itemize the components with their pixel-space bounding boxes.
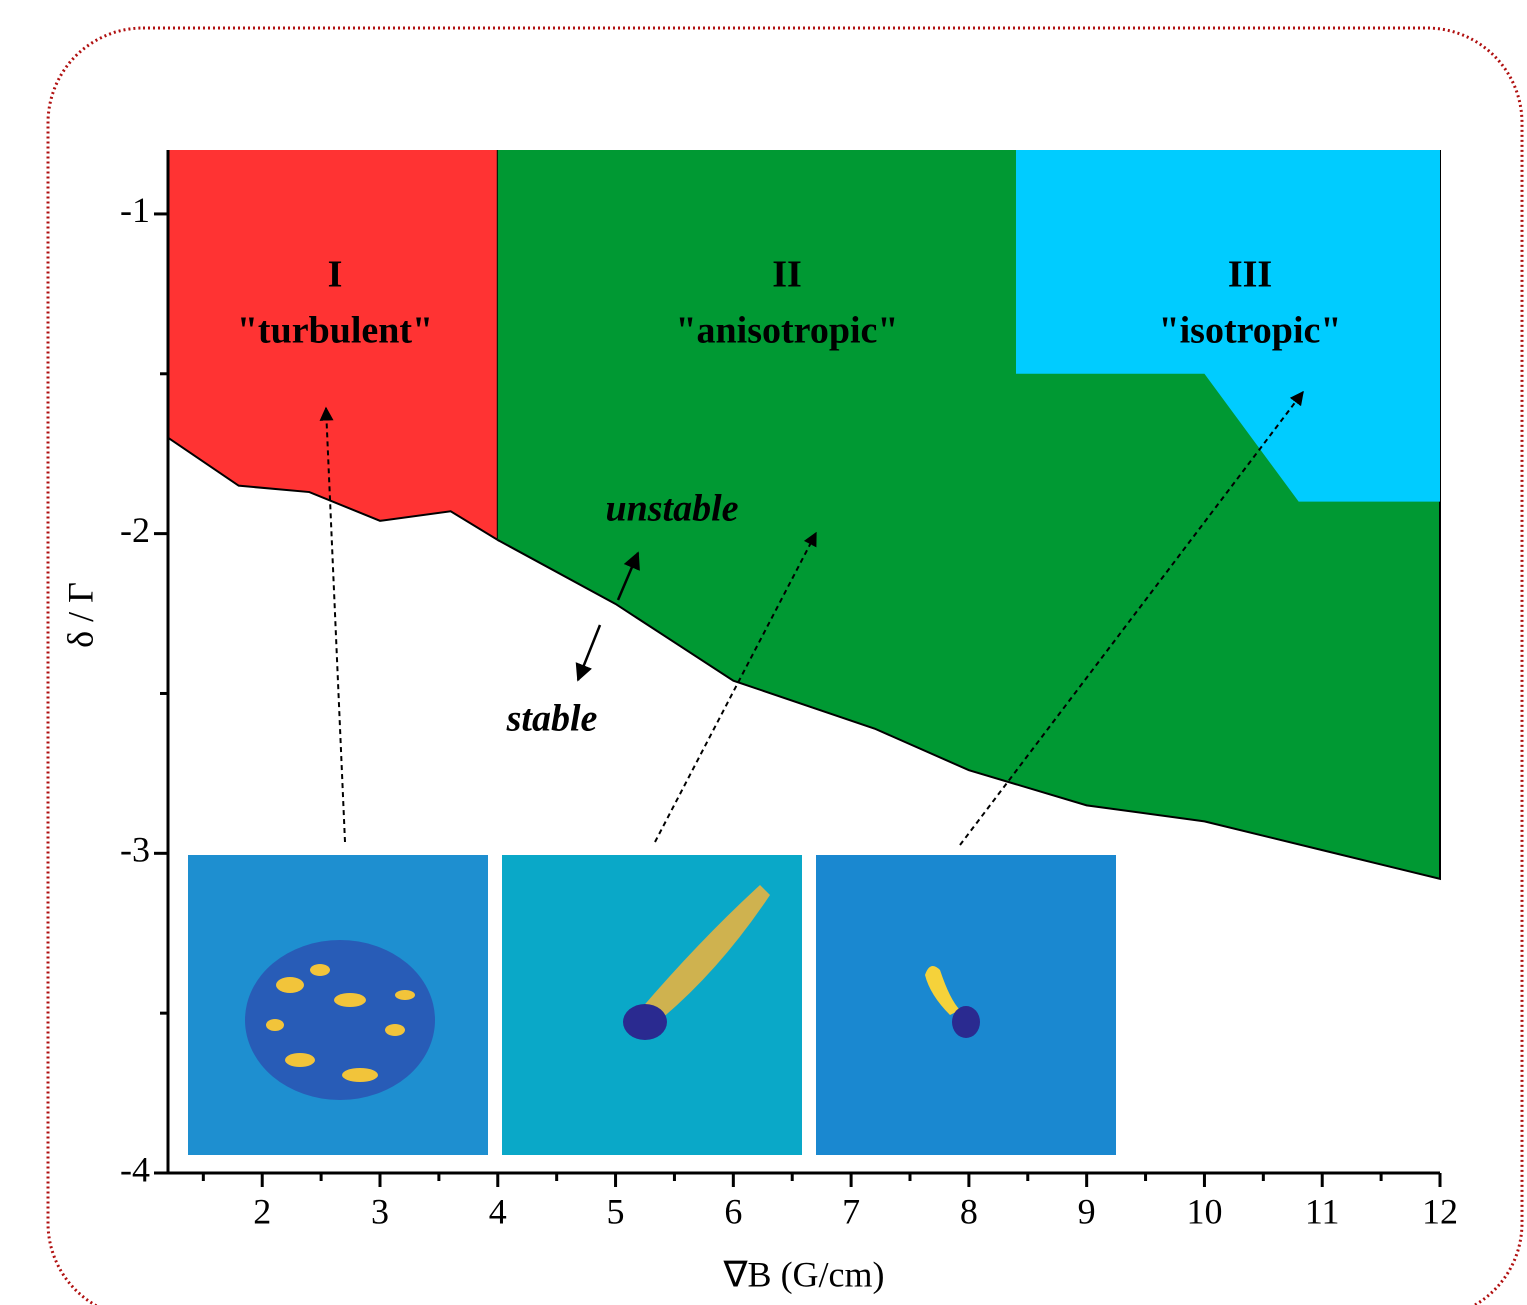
inset-blob [952,1006,980,1038]
region-description: "turbulent" [237,310,433,352]
region-label: III [1228,254,1272,296]
x-tick-label: 10 [1186,1191,1222,1231]
x-tick-label: 9 [1078,1191,1096,1231]
inset [816,855,1116,1155]
x-tick-label: 2 [253,1191,271,1231]
x-tick-label: 8 [960,1191,978,1231]
x-tick-label: 6 [724,1191,742,1231]
y-tick-label: -1 [120,190,150,230]
inset-blob [623,1004,667,1040]
chart: unstable stable ∇B (G/cm) δ / Γ I "turbul… [0,0,1527,1305]
x-tick-label: 11 [1305,1191,1340,1231]
x-tick-label: 7 [842,1191,860,1231]
y-tick-label: -2 [120,510,150,550]
annotation: stable [506,698,598,740]
x-tick-label: 12 [1422,1191,1458,1231]
y-tick-label: -3 [120,830,150,870]
region-label: I [328,254,343,296]
insets [188,855,1116,1155]
y-tick-label: -4 [120,1149,150,1189]
x-tick-label: 4 [489,1191,507,1231]
region-label: II [772,254,802,296]
x-tick-label: 5 [607,1191,625,1231]
annotation: unstable [605,488,738,530]
region-description: "anisotropic" [675,310,898,352]
y-axis-label: δ / Γ [60,582,100,648]
x-axis-label: ∇B (G/cm) [722,1254,884,1294]
region-description: "isotropic" [1159,310,1342,352]
x-tick-label: 3 [371,1191,389,1231]
